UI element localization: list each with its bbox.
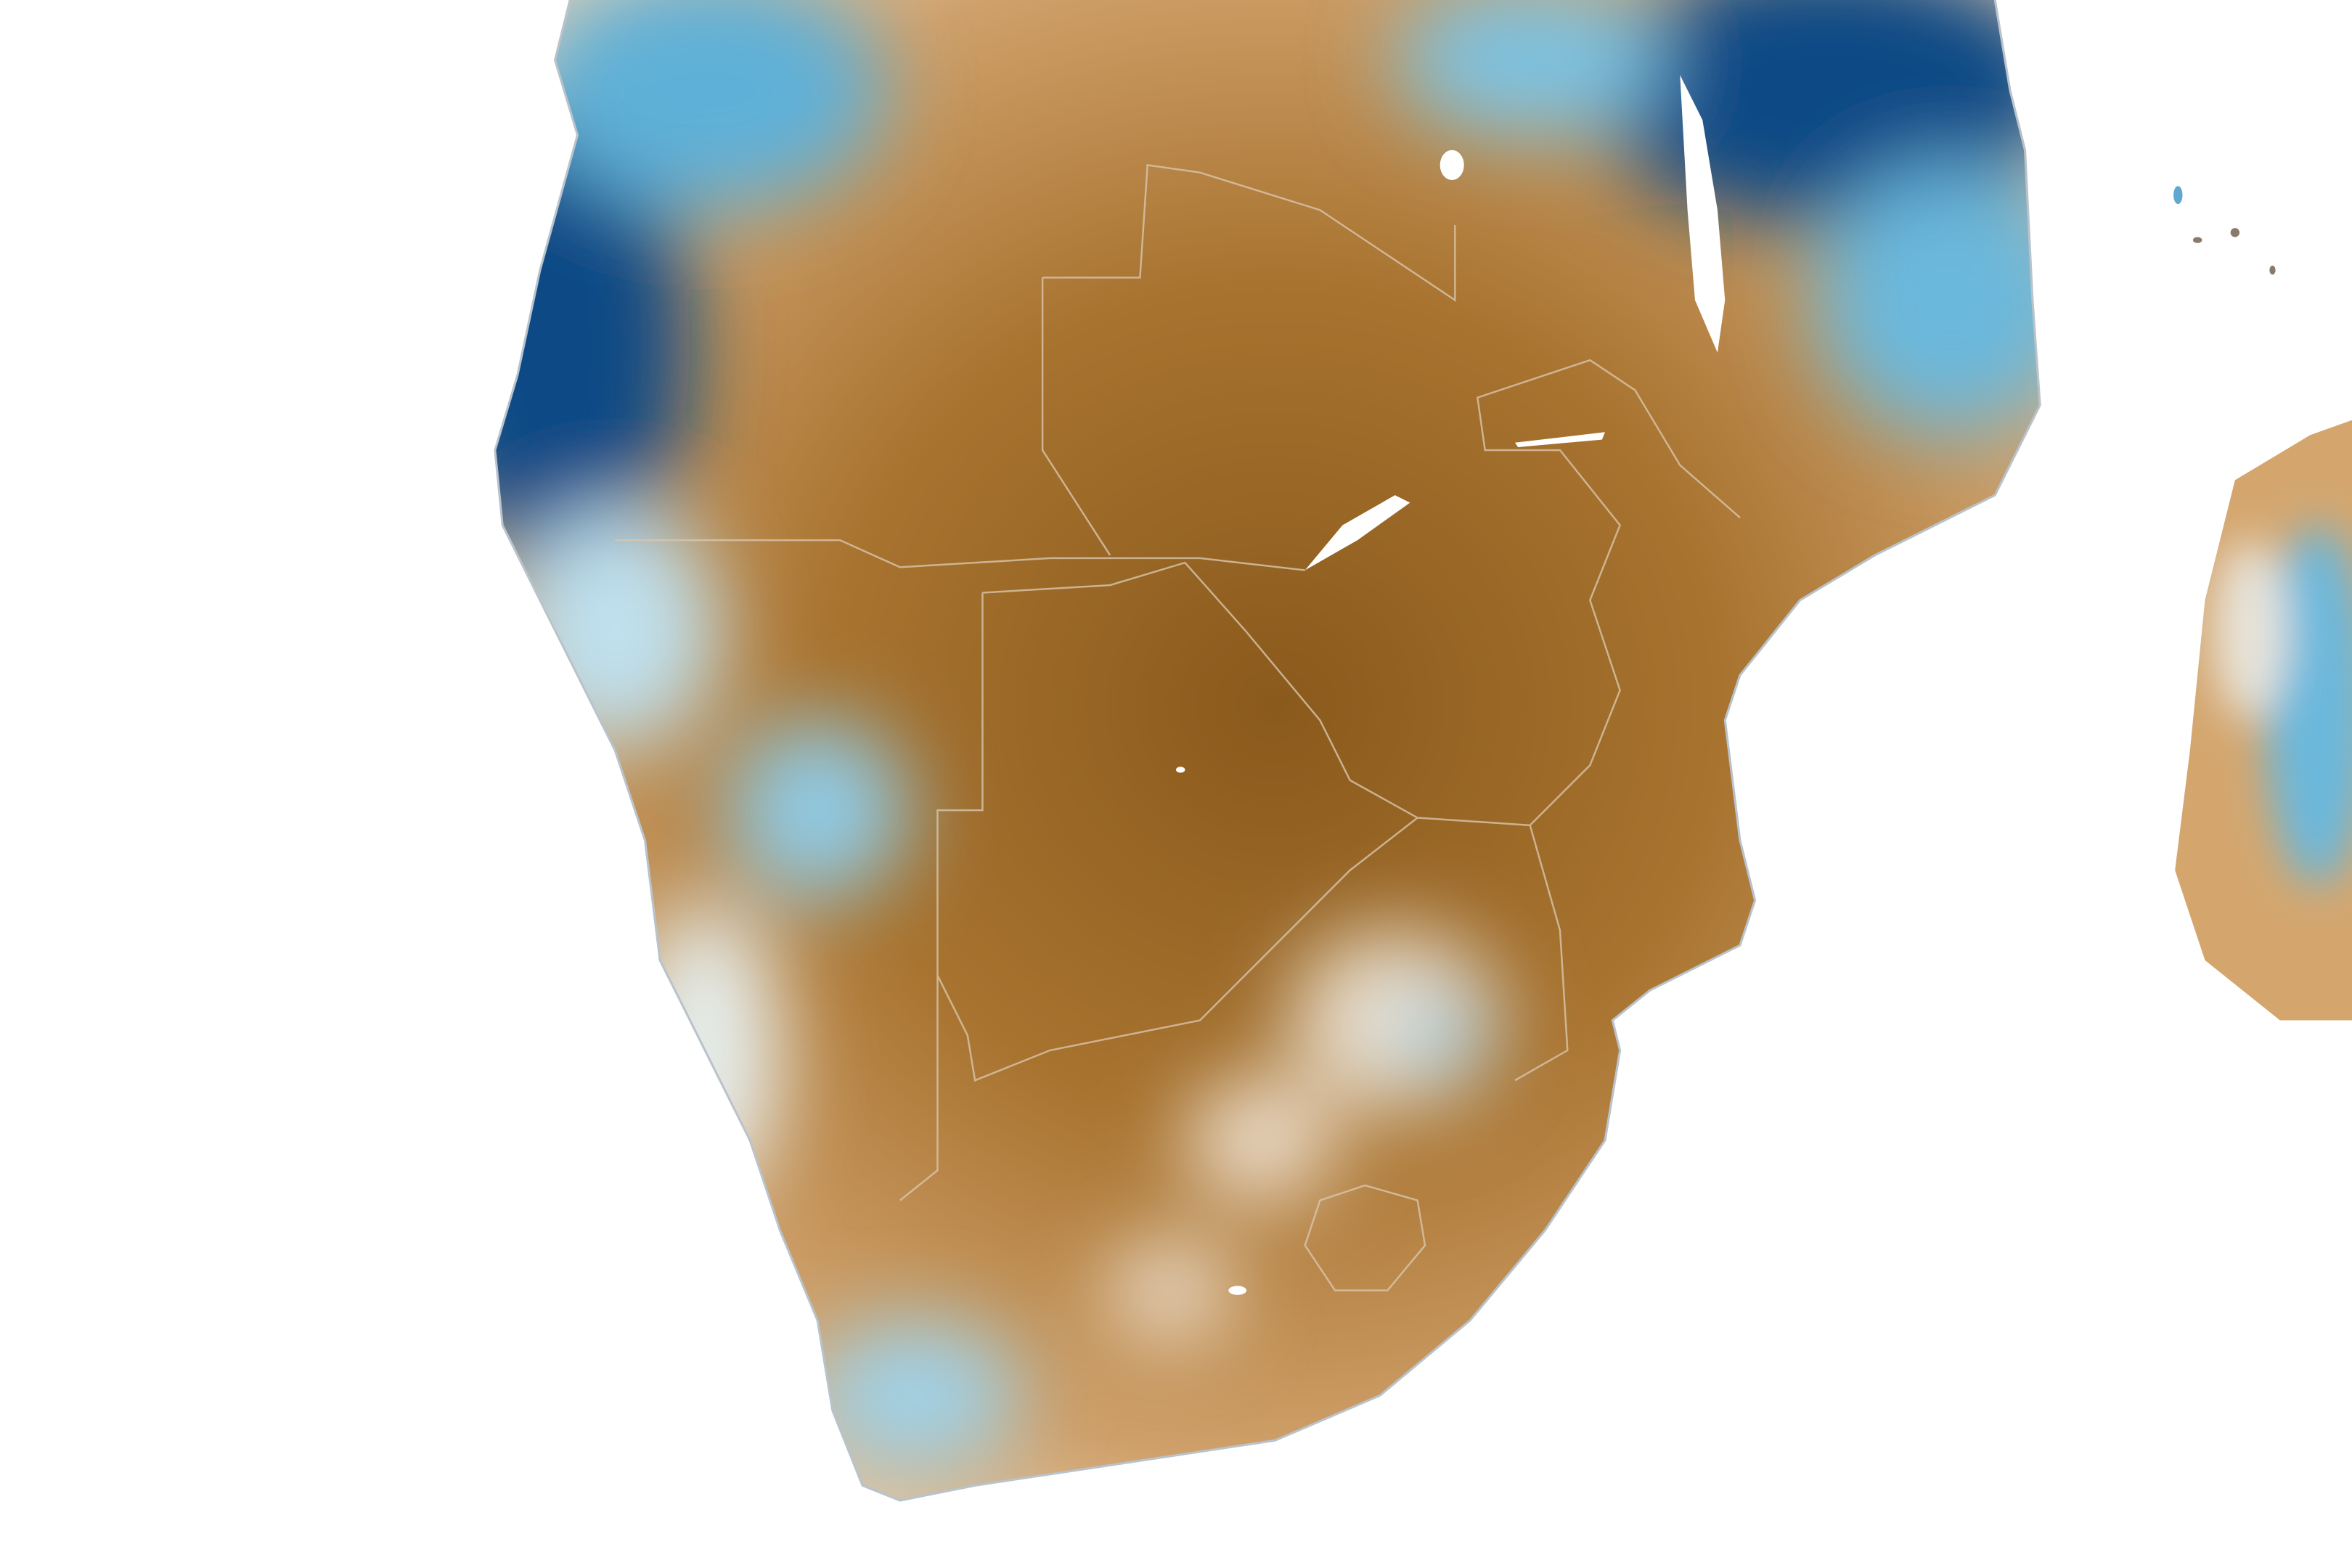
light-madagascar [2212, 540, 2288, 721]
wet-northeast [1590, 0, 2041, 226]
border-lesotho [1304, 1184, 1426, 1291]
wet-cape [809, 1320, 1021, 1471]
border [1041, 277, 1111, 556]
pan [1176, 767, 1185, 773]
wet-madagascar [2265, 525, 2352, 886]
border [1417, 359, 1741, 827]
island [2230, 228, 2240, 237]
wet-lake [1395, 0, 1665, 136]
wet-highveld [1395, 997, 1485, 1073]
madagascar [2175, 420, 2352, 1021]
lake-malawi [1680, 75, 1726, 353]
wet-north [525, 0, 886, 211]
lake-kariba [1304, 495, 1410, 571]
lake-cahora [1514, 432, 1605, 447]
border [936, 561, 1419, 1082]
lakes [1176, 75, 1726, 1295]
island [2269, 265, 2276, 275]
mainland [494, 0, 2041, 1500]
madagascar-patches [2212, 525, 2352, 886]
border [1042, 163, 1456, 302]
lake-bangweulu [1440, 150, 1464, 181]
wet-namibia [727, 720, 908, 901]
reservoir [1228, 1286, 1247, 1295]
light-karoo [1185, 1080, 1336, 1201]
island [2192, 237, 2202, 243]
borders [615, 163, 1741, 1291]
border [615, 539, 1305, 571]
coast-namibia [510, 510, 720, 751]
island [2173, 186, 2183, 205]
border [1514, 825, 1569, 1082]
wet-east [1815, 165, 2041, 436]
border [899, 592, 984, 1201]
light-south [1110, 1245, 1230, 1336]
coastline [494, 0, 2041, 1502]
wet-west [494, 105, 690, 586]
islands [2173, 186, 2276, 275]
